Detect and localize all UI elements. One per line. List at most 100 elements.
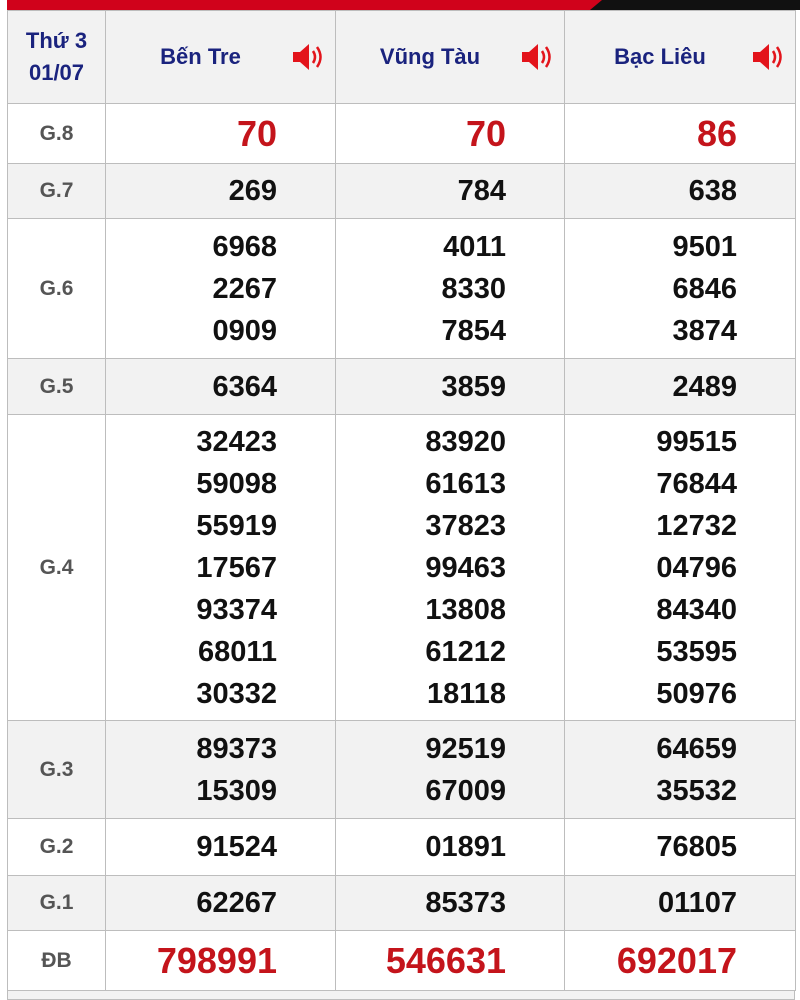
province-name: Bến Tre <box>160 44 241 69</box>
prize-row: G.1 62267 85373 01107 <box>7 875 796 931</box>
prize-numbers-cell: 01891 <box>335 818 565 876</box>
prize-number: 3859 <box>441 370 506 403</box>
prize-number: 55919 <box>196 509 277 542</box>
prize-row: G.7 269 784 638 <box>7 163 796 219</box>
speaker-volume-icon[interactable] <box>520 40 554 74</box>
prize-label: G.7 <box>7 163 106 219</box>
prize-label: G.6 <box>7 218 106 359</box>
prize-number: 89373 <box>196 732 277 765</box>
prize-number: 2489 <box>672 370 737 403</box>
prize-number: 37823 <box>425 509 506 542</box>
prize-numbers-cell: 62267 <box>105 875 336 931</box>
prize-numbers-cell: 784 <box>335 163 565 219</box>
prize-number: 61613 <box>425 467 506 500</box>
prize-label: G.4 <box>7 414 106 721</box>
prize-row: G.8 70 70 86 <box>7 103 796 164</box>
prize-label: G.3 <box>7 720 106 819</box>
prize-number: 76805 <box>656 831 737 863</box>
prize-number: 4011 <box>443 230 506 263</box>
prize-label: G.2 <box>7 818 106 876</box>
draw-date-cell: Thứ 3 01/07 <box>7 10 106 104</box>
prize-row: G.2 91524 01891 76805 <box>7 818 796 876</box>
prize-number: 638 <box>688 175 737 207</box>
prize-row: G.5 6364 3859 2489 <box>7 358 796 415</box>
prize-number: 8330 <box>441 272 506 305</box>
prize-row: G.6 6968 2267 0909 4011 8330 7854 9501 6846 3874 <box>7 218 796 359</box>
prize-number: 32423 <box>196 425 277 458</box>
prize-numbers-cell: 798991 <box>105 930 336 991</box>
prize-number: 91524 <box>196 831 277 863</box>
prize-label: G.1 <box>7 875 106 931</box>
prize-number: 85373 <box>425 887 506 919</box>
prize-number: 53595 <box>656 635 737 668</box>
speaker-volume-icon[interactable] <box>751 40 785 74</box>
prize-number: 692017 <box>616 939 737 981</box>
prize-number: 84340 <box>656 593 737 626</box>
prize-number: 83920 <box>425 425 506 458</box>
prize-numbers-cell: 32423 59098 55919 17567 93374 68011 30332 <box>105 414 336 721</box>
prize-number: 68011 <box>197 635 277 668</box>
prize-numbers-cell: 91524 <box>105 818 336 876</box>
prize-label: G.8 <box>7 103 106 164</box>
prize-numbers-cell: 692017 <box>564 930 796 991</box>
prize-numbers-cell: 86 <box>564 103 796 164</box>
prize-number: 798991 <box>156 939 277 981</box>
prize-row: ĐB 798991 546631 692017 <box>7 930 796 991</box>
prize-label: G.5 <box>7 358 106 415</box>
province-header-vung-tau: Vũng Tàu <box>335 10 565 104</box>
header-banner <box>7 0 795 10</box>
prize-number: 92519 <box>425 732 506 765</box>
prize-row: G.3 89373 15309 92519 67009 64659 35532 <box>7 720 796 819</box>
prize-number: 15309 <box>196 774 277 807</box>
prize-numbers-cell: 92519 67009 <box>335 720 565 819</box>
prize-number: 546631 <box>385 939 506 981</box>
prize-label: ĐB <box>7 930 106 991</box>
header-banner-dark <box>590 0 800 10</box>
prize-number: 61212 <box>425 635 506 668</box>
prize-number: 2267 <box>212 272 277 305</box>
prize-numbers-cell: 4011 8330 7854 <box>335 218 565 359</box>
prize-number: 70 <box>465 112 506 154</box>
table-footer-row <box>7 990 795 1000</box>
prize-number: 01891 <box>425 831 506 863</box>
draw-date: 01/07 <box>28 60 85 85</box>
lottery-results-table: Thứ 3 01/07 Bến Tre Vũng Tàu Bạc Liêu G.… <box>7 10 796 991</box>
prize-numbers-cell: 70 <box>105 103 336 164</box>
prize-number: 6846 <box>672 272 737 305</box>
speaker-volume-icon[interactable] <box>291 40 325 74</box>
table-header-row: Thứ 3 01/07 Bến Tre Vũng Tàu Bạc Liêu <box>7 10 796 104</box>
prize-numbers-cell: 6968 2267 0909 <box>105 218 336 359</box>
prize-numbers-cell: 89373 15309 <box>105 720 336 819</box>
prize-numbers-cell: 9501 6846 3874 <box>564 218 796 359</box>
prize-number: 6968 <box>212 230 277 263</box>
prize-numbers-cell: 2489 <box>564 358 796 415</box>
prize-number: 67009 <box>425 774 506 807</box>
prize-row: G.4 32423 59098 55919 17567 93374 68011 30332 83… <box>7 414 796 721</box>
prize-number: 6364 <box>212 370 277 403</box>
prize-numbers-cell: 64659 35532 <box>564 720 796 819</box>
prize-number: 3874 <box>672 314 737 347</box>
prize-number: 784 <box>457 175 506 207</box>
prize-number: 30332 <box>196 677 277 710</box>
province-header-bac-lieu: Bạc Liêu <box>564 10 796 104</box>
prize-number: 04796 <box>656 551 737 584</box>
prize-numbers-cell: 85373 <box>335 875 565 931</box>
prize-number: 18118 <box>426 677 506 710</box>
prize-number: 17567 <box>196 551 277 584</box>
prize-number: 269 <box>228 175 277 207</box>
prize-number: 35532 <box>656 774 737 807</box>
province-header-ben-tre: Bến Tre <box>105 10 336 104</box>
prize-numbers-cell: 76805 <box>564 818 796 876</box>
prize-number: 12732 <box>656 509 737 542</box>
province-name: Bạc Liêu <box>614 44 706 69</box>
prize-number: 0909 <box>212 314 277 347</box>
prize-numbers-cell: 6364 <box>105 358 336 415</box>
prize-numbers-cell: 83920 61613 37823 99463 13808 61212 18118 <box>335 414 565 721</box>
prize-number: 76844 <box>656 467 737 500</box>
prize-numbers-cell: 3859 <box>335 358 565 415</box>
prize-numbers-cell: 638 <box>564 163 796 219</box>
prize-numbers-cell: 546631 <box>335 930 565 991</box>
prize-number: 9501 <box>672 230 737 263</box>
prize-number: 13808 <box>425 593 506 626</box>
prize-numbers-cell: 70 <box>335 103 565 164</box>
